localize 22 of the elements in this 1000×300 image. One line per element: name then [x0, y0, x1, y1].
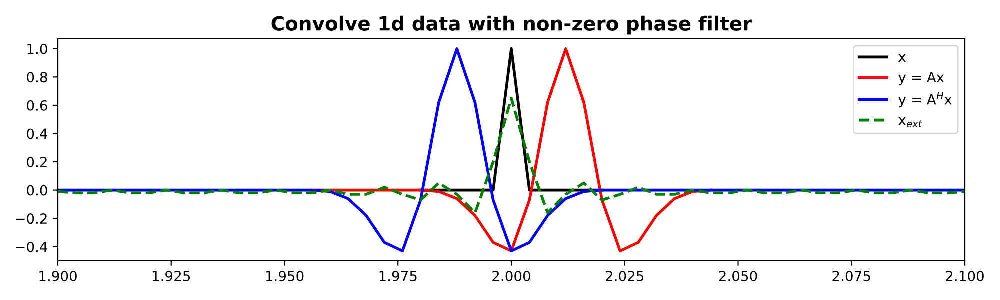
x-tick-label: 1.925 [153, 270, 190, 282]
legend-label: x [898, 54, 906, 62]
x-tick-label: 1.900 [40, 270, 77, 282]
legend-label: y = Ax [898, 72, 944, 86]
y-tick-label: 1.0 [28, 44, 48, 54]
x-tick-label: 2.075 [832, 270, 870, 282]
legend-label: x$_{ext}$ [898, 118, 922, 128]
x-tick-label: 2.025 [606, 270, 644, 282]
y-tick-label: 0.4 [27, 128, 48, 140]
legend-label: y = A$^{H}$x [898, 92, 952, 108]
y-tick-label: 0.0 [27, 185, 48, 196]
y-tick-label: 0.6 [27, 100, 48, 111]
y-tick-label: 0.8 [27, 72, 48, 83]
y-tick-label: −0.2 [16, 214, 47, 224]
y-tick-label: 0.2 [27, 156, 47, 168]
x-tick-label: 2.050 [719, 270, 758, 282]
y-tick-label: −0.4 [16, 242, 48, 252]
x-tick-label: 1.975 [380, 270, 417, 282]
x-tick-label: 2.000 [492, 270, 530, 282]
chart-title: Convolve 1d data with non-zero phase filter [272, 16, 752, 35]
x-tick-label: 2.100 [946, 270, 984, 282]
x-tick-label: 1.950 [266, 270, 304, 282]
